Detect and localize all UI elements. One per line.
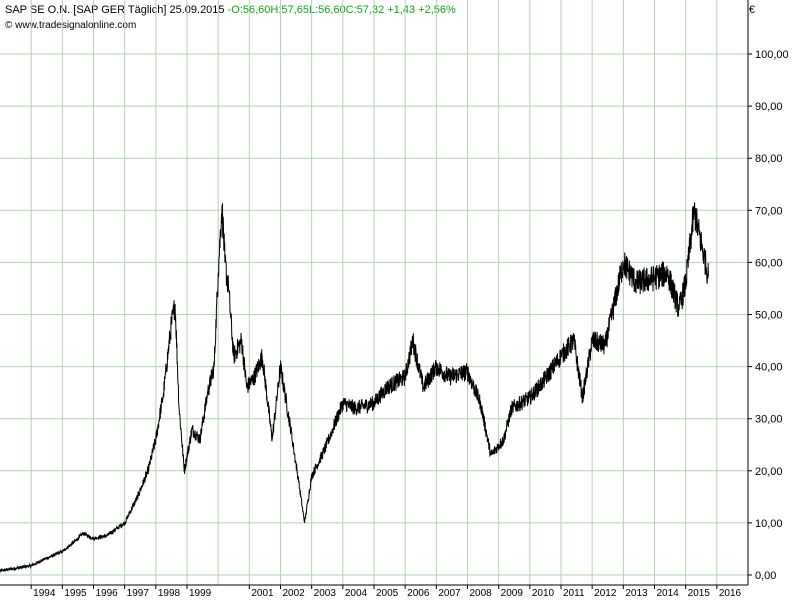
y-tick-label: 50,00	[755, 310, 783, 322]
y-tick-label: 100,00	[755, 49, 789, 61]
high-price: H:57,65	[270, 4, 309, 16]
price-change-percent: +2,56%	[418, 4, 456, 16]
low-price: L:56,60	[308, 4, 346, 16]
y-tick-label: 0,00	[755, 570, 776, 582]
x-tick-label: 1995	[64, 588, 87, 599]
x-tick-label: 2008	[470, 588, 493, 599]
y-tick-label: 30,00	[755, 414, 783, 426]
x-tick-label: 2009	[501, 588, 524, 599]
chart-header: SAP SE O.N. [SAP GER Täglich] 25.09.2015…	[5, 4, 456, 16]
x-tick-label: 2001	[251, 588, 274, 599]
x-tick-label: 2014	[657, 588, 680, 599]
y-tick-label: 90,00	[755, 101, 783, 113]
x-tick-label: 2007	[438, 588, 461, 599]
x-tick-label: 2002	[283, 588, 306, 599]
x-tick-label: 1997	[127, 588, 150, 599]
x-tick-label: 2006	[407, 588, 430, 599]
grid-layer	[0, 0, 748, 585]
open-price: O:56,60	[231, 4, 271, 16]
x-tick-label: 2004	[345, 588, 368, 599]
x-tick-label: 2005	[376, 588, 399, 599]
x-tick-label: 2016	[719, 588, 742, 599]
x-tick-label: 1999	[189, 588, 212, 599]
source-credit: © www.tradesignalonline.com	[5, 20, 137, 31]
x-tick-label: 2013	[625, 588, 648, 599]
y-tick-label: 60,00	[755, 257, 783, 269]
quote-date: 25.09.2015	[169, 4, 225, 16]
x-tick-label: 2012	[594, 588, 617, 599]
price-change: +1,43	[387, 4, 416, 16]
x-tick-label: 1994	[33, 588, 56, 599]
price-line	[0, 202, 709, 574]
y-tick-label: 70,00	[755, 205, 783, 217]
currency-symbol: €	[748, 4, 755, 16]
y-tick-label: 40,00	[755, 362, 783, 374]
x-tick-label: 1996	[96, 588, 119, 599]
price-line-layer	[0, 202, 709, 574]
close-price: C:57,32	[345, 4, 385, 16]
x-tick-label: 1998	[158, 588, 181, 599]
instrument-title: SAP SE O.N.	[5, 4, 71, 16]
y-tick-label: 80,00	[755, 153, 783, 165]
instrument-exchange: [SAP GER Täglich]	[73, 4, 167, 16]
x-tick-label: 2015	[688, 588, 711, 599]
x-tick-label: 2003	[314, 588, 337, 599]
header-separator: -	[227, 4, 232, 16]
x-tick-label: 2011	[563, 588, 585, 599]
x-tick-label: 2010	[532, 588, 555, 599]
y-tick-label: 10,00	[755, 518, 783, 530]
y-tick-label: 20,00	[755, 466, 783, 478]
